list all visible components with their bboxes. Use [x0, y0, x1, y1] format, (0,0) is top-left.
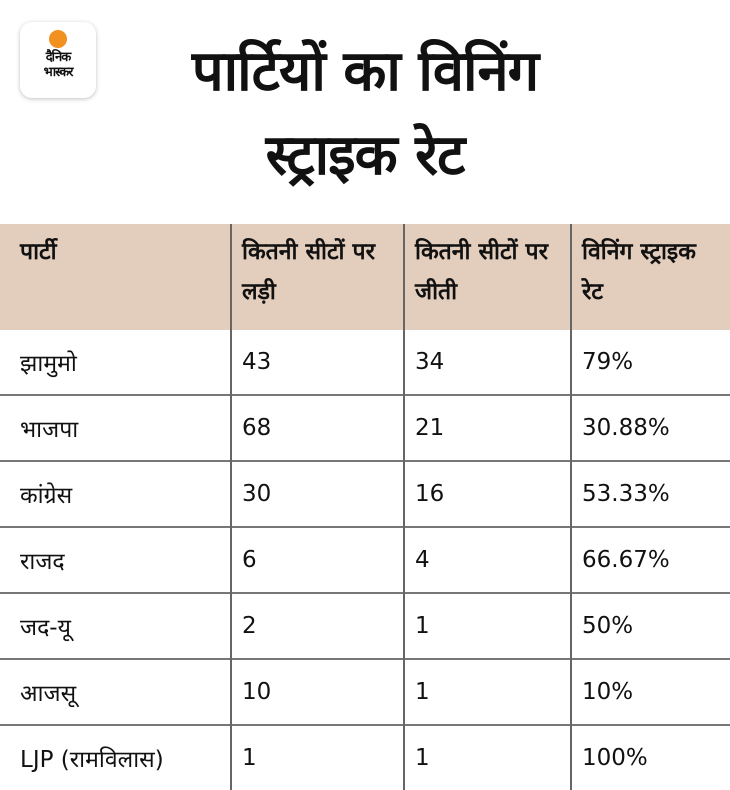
contested-cell: 2	[230, 592, 404, 659]
contested-cell: 6	[230, 526, 404, 593]
sun-dot-icon	[49, 30, 67, 48]
party-cell: LJP (रामविलास)	[0, 724, 231, 790]
won-cell: 1	[403, 724, 571, 790]
header-seats-won: कितनी सीटों पर जीती	[403, 224, 571, 330]
page-title: पार्टियों का विनिंग स्ट्राइक रेट	[110, 30, 620, 198]
party-cell: भाजपा	[0, 394, 231, 461]
table-header-row: पार्टी कितनी सीटों पर लड़ी कितनी सीटों पर …	[0, 224, 730, 330]
won-cell: 16	[403, 460, 571, 527]
won-cell: 1	[403, 592, 571, 659]
header-party: पार्टी	[0, 224, 231, 330]
table-row: जद-यू 2 1 50%	[0, 592, 730, 659]
party-cell: जद-यू	[0, 592, 231, 659]
logo-line-1: दैनिक	[45, 50, 71, 65]
strike-rate-cell: 10%	[570, 658, 730, 725]
table-row: भाजपा 68 21 30.88%	[0, 394, 730, 461]
contested-cell: 30	[230, 460, 404, 527]
won-cell: 21	[403, 394, 571, 461]
party-cell: राजद	[0, 526, 231, 593]
party-cell: कांग्रेस	[0, 460, 231, 527]
strike-rate-table: पार्टी कितनी सीटों पर लड़ी कितनी सीटों पर …	[0, 224, 730, 790]
table-row: कांग्रेस 30 16 53.33%	[0, 460, 730, 527]
table-row: राजद 6 4 66.67%	[0, 526, 730, 593]
header-seats-contested: कितनी सीटों पर लड़ी	[230, 224, 404, 330]
table-row: आजसू 10 1 10%	[0, 658, 730, 725]
won-cell: 34	[403, 330, 571, 395]
party-cell: आजसू	[0, 658, 231, 725]
title-line-1: पार्टियों का विनिंग	[191, 39, 539, 104]
contested-cell: 43	[230, 330, 404, 395]
strike-rate-cell: 66.67%	[570, 526, 730, 593]
logo-line-2: भास्कर	[43, 65, 74, 80]
won-cell: 1	[403, 658, 571, 725]
strike-rate-cell: 79%	[570, 330, 730, 395]
contested-cell: 68	[230, 394, 404, 461]
won-cell: 4	[403, 526, 571, 593]
party-cell: झामुमो	[20, 351, 77, 377]
table-row: झामुमो 43 34 79%	[0, 330, 730, 395]
dainik-bhaskar-logo: दैनिक भास्कर	[20, 22, 96, 98]
table-row: LJP (रामविलास) 1 1 100%	[0, 724, 730, 790]
title-line-2: स्ट्राइक रेट	[265, 123, 466, 188]
strike-rate-cell: 100%	[570, 724, 730, 790]
strike-rate-cell: 50%	[570, 592, 730, 659]
strike-rate-cell: 53.33%	[570, 460, 730, 527]
strike-rate-cell: 30.88%	[570, 394, 730, 461]
header-strike-rate: विनिंग स्ट्राइक रेट	[570, 224, 730, 330]
contested-cell: 1	[230, 724, 404, 790]
contested-cell: 10	[230, 658, 404, 725]
